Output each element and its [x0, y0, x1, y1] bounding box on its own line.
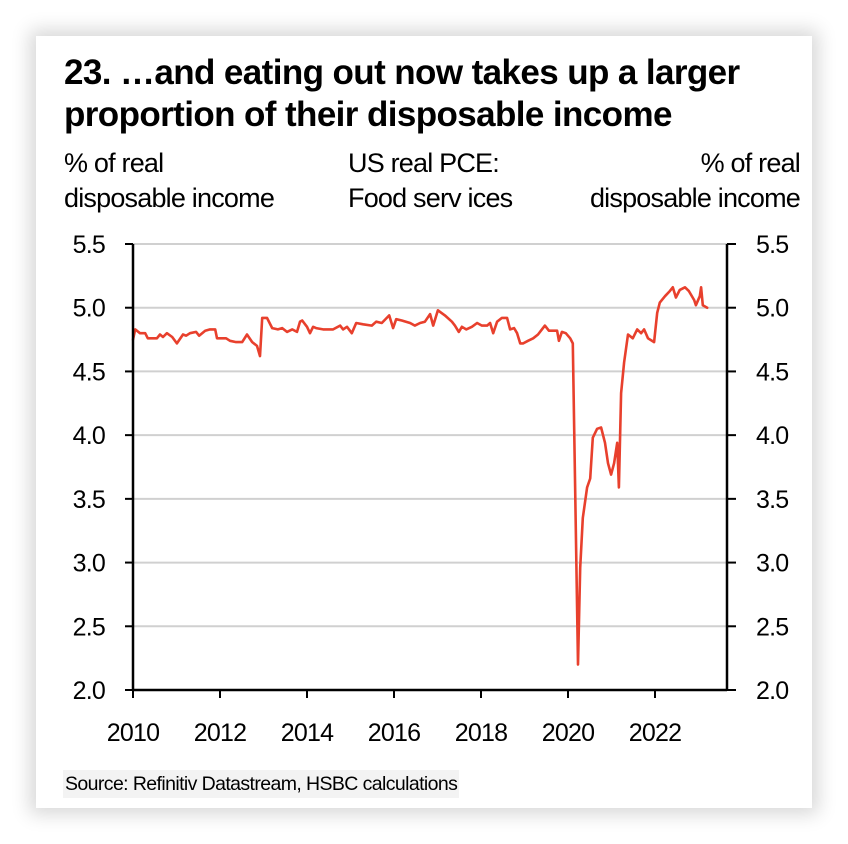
x-tick-label: 2010: [107, 719, 159, 747]
x-tick-label: 2022: [629, 719, 681, 747]
left-y-tick-label: 5.0: [73, 295, 105, 323]
left-y-tick-label: 4.5: [73, 358, 105, 386]
right-y-tick-label: 2.0: [756, 677, 788, 705]
x-tick-label: 2016: [368, 719, 420, 747]
left-y-tick-label: 5.5: [73, 231, 105, 259]
left-y-tick-label: 2.0: [73, 677, 105, 705]
x-tick-label: 2018: [455, 719, 507, 747]
right-y-tick-label: 3.5: [756, 486, 788, 514]
x-tick-label: 2012: [194, 719, 246, 747]
series-label-line-2: Food serv ices: [348, 183, 513, 213]
tick-labels: 5.5 5.5 5.0 5.0 4.5 4.5 4.0 4.0 3.5 3.5 3.0 3.0 2.5 2…: [73, 231, 790, 747]
right-axis-unit-line-2: disposable income: [589, 183, 800, 213]
left-axis-unit-line-2: disposable income: [64, 183, 275, 213]
series-label: US real PCE: Food serv ices: [348, 146, 513, 216]
series-layer: [131, 286, 709, 666]
right-y-tick-label: 4.5: [756, 358, 788, 386]
axes: [125, 243, 736, 698]
series-line-food-services: [131, 286, 709, 666]
right-axis-unit-line-1: % of real: [700, 148, 800, 178]
source-note: Source: Refinitiv Datastream, HSBC calcu…: [63, 770, 460, 798]
right-y-tick-label: 4.0: [756, 422, 788, 450]
chart-title: 23. …and eating out now takes up a large…: [64, 53, 740, 134]
chart-card: [36, 36, 812, 808]
left-y-tick-label: 4.0: [73, 422, 105, 450]
right-y-tick-label: 5.0: [756, 295, 788, 323]
left-y-tick-label: 2.5: [73, 613, 105, 641]
series-label-line-1: US real PCE:: [348, 148, 500, 178]
left-axis-unit-line-1: % of real: [64, 148, 164, 178]
right-y-tick-label: 3.0: [756, 550, 788, 578]
x-tick-label: 2014: [281, 719, 334, 747]
left-y-tick-label: 3.5: [73, 486, 105, 514]
right-axis-unit-label: % of real disposable income: [560, 146, 800, 216]
x-tick-label: 2020: [542, 719, 594, 747]
gridlines: [133, 243, 727, 628]
right-y-tick-label: 5.5: [756, 231, 788, 259]
left-y-tick-label: 3.0: [73, 550, 105, 578]
left-axis-unit-label: % of real disposable income: [64, 146, 275, 216]
right-y-tick-label: 2.5: [756, 613, 788, 641]
